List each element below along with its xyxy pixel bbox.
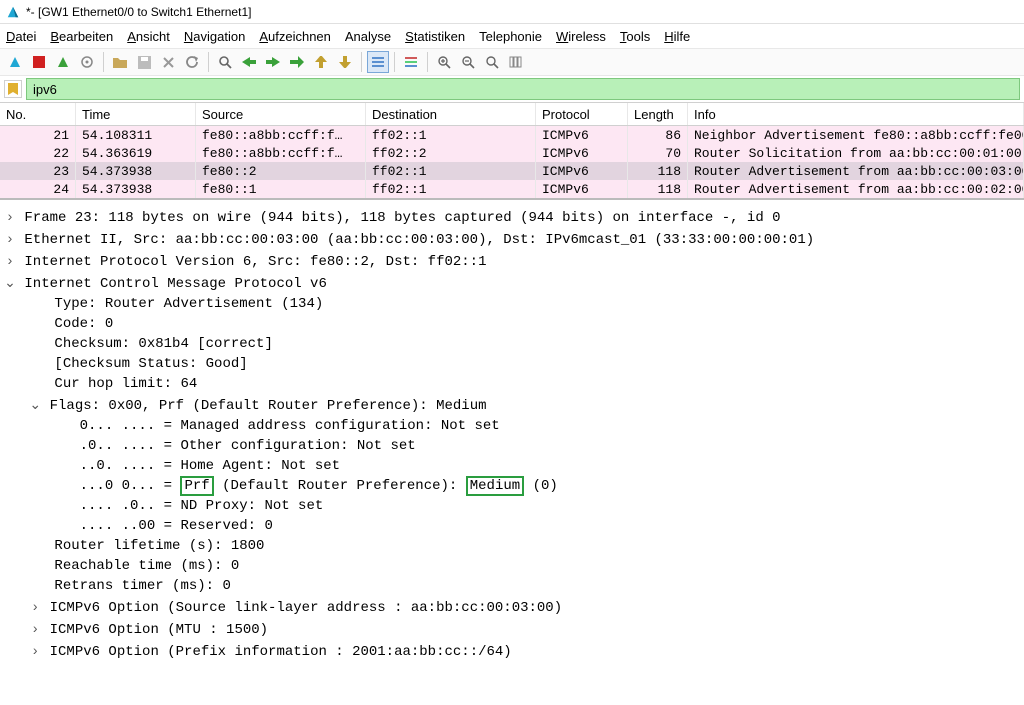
find-icon[interactable]	[214, 51, 236, 73]
detail-flag-reserved: .... ..00 = Reserved: 0	[80, 518, 273, 534]
detail-flag-home: ..0. .... = Home Agent: Not set	[80, 458, 340, 474]
detail-frame: Frame 23: 118 bytes on wire (944 bits), …	[24, 210, 780, 226]
detail-opt-linklayer: ICMPv6 Option (Source link-layer address…	[50, 600, 562, 616]
detail-opt-prefix: ICMPv6 Option (Prefix information : 2001…	[50, 644, 512, 660]
detail-type: Type: Router Advertisement (134)	[54, 296, 323, 312]
go-last-icon[interactable]	[334, 51, 356, 73]
packet-row[interactable]: 2254.363619fe80::a8bb:ccff:f…ff02::2ICMP…	[0, 144, 1024, 162]
col-header-source[interactable]: Source	[196, 103, 366, 125]
go-to-icon[interactable]	[286, 51, 308, 73]
zoom-in-icon[interactable]	[433, 51, 455, 73]
col-header-protocol[interactable]: Protocol	[536, 103, 628, 125]
menu-tools[interactable]: Tools	[620, 29, 650, 44]
collapse-icon[interactable]: ⌄	[4, 272, 16, 292]
menu-navigation[interactable]: Navigation	[184, 29, 245, 44]
packet-details[interactable]: › Frame 23: 118 bytes on wire (944 bits)…	[0, 198, 1024, 670]
packet-row[interactable]: 2454.373938fe80::1ff02::1ICMPv6118Router…	[0, 180, 1024, 198]
titlebar: *- [GW1 Ethernet0/0 to Switch1 Ethernet1…	[0, 0, 1024, 24]
zoom-out-icon[interactable]	[457, 51, 479, 73]
go-back-icon[interactable]	[238, 51, 260, 73]
window-title: *- [GW1 Ethernet0/0 to Switch1 Ethernet1…	[26, 5, 251, 19]
wireshark-icon	[6, 5, 20, 19]
packet-list[interactable]: 2154.108311fe80::a8bb:ccff:f…ff02::1ICMP…	[0, 126, 1024, 198]
detail-code: Code: 0	[54, 316, 113, 332]
go-first-icon[interactable]	[310, 51, 332, 73]
expand-icon[interactable]: ›	[29, 640, 41, 660]
menu-bearbeiten[interactable]: Bearbeiten	[50, 29, 113, 44]
options-icon[interactable]	[76, 51, 98, 73]
expand-icon[interactable]: ›	[4, 206, 16, 226]
detail-flag-prf-bits: ...0 0... =	[80, 478, 181, 494]
detail-reachable-time: Reachable time (ms): 0	[54, 558, 239, 574]
toolbar	[0, 48, 1024, 76]
col-header-destination[interactable]: Destination	[366, 103, 536, 125]
menu-telephonie[interactable]: Telephonie	[479, 29, 542, 44]
auto-scroll-icon[interactable]	[367, 51, 389, 73]
restart-capture-icon[interactable]	[52, 51, 74, 73]
packet-row[interactable]: 2154.108311fe80::a8bb:ccff:f…ff02::1ICMP…	[0, 126, 1024, 144]
menu-hilfe[interactable]: Hilfe	[664, 29, 690, 44]
col-header-info[interactable]: Info	[688, 103, 1024, 125]
resize-columns-icon[interactable]	[505, 51, 527, 73]
close-icon[interactable]	[157, 51, 179, 73]
open-icon[interactable]	[109, 51, 131, 73]
menu-aufzeichnen[interactable]: Aufzeichnen	[259, 29, 331, 44]
menu-ansicht[interactable]: Ansicht	[127, 29, 170, 44]
expand-icon[interactable]: ›	[29, 618, 41, 638]
detail-flag-prf-mid: (Default Router Preference):	[222, 478, 457, 494]
col-header-length[interactable]: Length	[628, 103, 688, 125]
detail-checksum-status: [Checksum Status: Good]	[54, 356, 247, 372]
stop-capture-icon[interactable]	[28, 51, 50, 73]
bookmark-icon[interactable]	[4, 80, 22, 98]
highlight-prf-value: Medium	[466, 476, 524, 496]
reload-icon[interactable]	[181, 51, 203, 73]
detail-hop-limit: Cur hop limit: 64	[54, 376, 197, 392]
menu-wireless[interactable]: Wireless	[556, 29, 606, 44]
detail-flag-other: .0.. .... = Other configuration: Not set	[80, 438, 416, 454]
highlight-prf-label: Prf	[180, 476, 213, 496]
menu-datei[interactable]: Datei	[6, 29, 36, 44]
detail-opt-mtu: ICMPv6 Option (MTU : 1500)	[50, 622, 268, 638]
collapse-icon[interactable]: ⌄	[29, 394, 41, 414]
detail-router-lifetime: Router lifetime (s): 1800	[54, 538, 264, 554]
colorize-icon[interactable]	[400, 51, 422, 73]
detail-flag-prf-suffix: (0)	[533, 478, 558, 494]
expand-icon[interactable]: ›	[4, 250, 16, 270]
filter-bar	[0, 76, 1024, 102]
start-capture-icon[interactable]	[4, 51, 26, 73]
detail-retrans-timer: Retrans timer (ms): 0	[54, 578, 230, 594]
col-header-no[interactable]: No.	[0, 103, 76, 125]
expand-icon[interactable]: ›	[4, 228, 16, 248]
detail-flag-managed: 0... .... = Managed address configuratio…	[80, 418, 500, 434]
detail-flags: Flags: 0x00, Prf (Default Router Prefere…	[50, 398, 487, 414]
zoom-reset-icon[interactable]	[481, 51, 503, 73]
menu-statistiken[interactable]: Statistiken	[405, 29, 465, 44]
menu-analyse[interactable]: Analyse	[345, 29, 391, 44]
save-icon[interactable]	[133, 51, 155, 73]
packet-list-header: No. Time Source Destination Protocol Len…	[0, 102, 1024, 126]
detail-flag-ndproxy: .... .0.. = ND Proxy: Not set	[80, 498, 324, 514]
menubar: Datei Bearbeiten Ansicht Navigation Aufz…	[0, 24, 1024, 48]
go-forward-icon[interactable]	[262, 51, 284, 73]
packet-row[interactable]: 2354.373938fe80::2ff02::1ICMPv6118Router…	[0, 162, 1024, 180]
detail-icmpv6: Internet Control Message Protocol v6	[24, 276, 326, 292]
detail-checksum: Checksum: 0x81b4 [correct]	[54, 336, 272, 352]
detail-ipv6: Internet Protocol Version 6, Src: fe80::…	[24, 254, 486, 270]
col-header-time[interactable]: Time	[76, 103, 196, 125]
expand-icon[interactable]: ›	[29, 596, 41, 616]
display-filter-input[interactable]	[26, 78, 1020, 100]
detail-ethernet: Ethernet II, Src: aa:bb:cc:00:03:00 (aa:…	[24, 232, 814, 248]
